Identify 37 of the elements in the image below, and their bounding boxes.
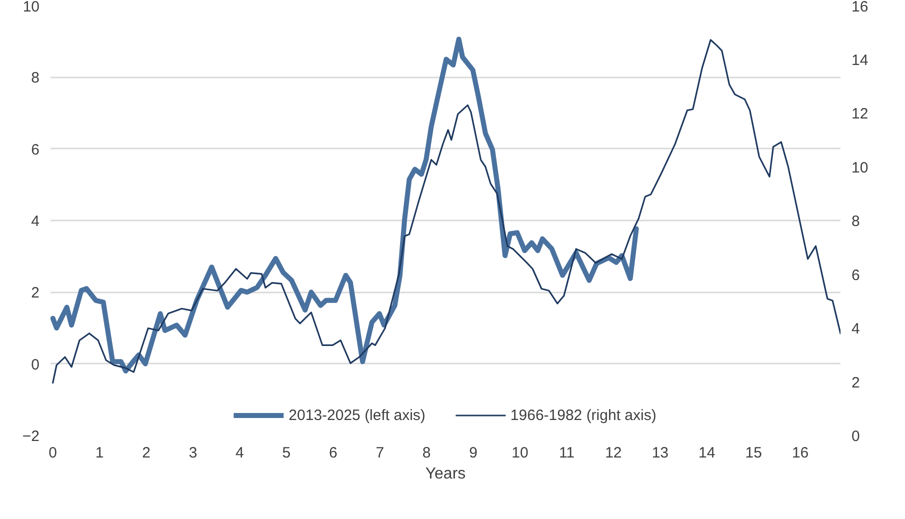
x-tick-label: 15 [745, 444, 762, 462]
x-tick-label: 2 [142, 444, 150, 462]
x-tick-label: 1 [95, 444, 104, 462]
x-tick-label: 9 [469, 444, 478, 462]
x-tick-label: 14 [698, 444, 716, 462]
x-tick-label: 10 [512, 444, 528, 462]
y2-tick-label: 12 [852, 106, 868, 122]
y-tick-label: 4 [31, 213, 40, 230]
legend-label: 2013-2025 (left axis) [288, 406, 426, 424]
y-tick-label: 2 [31, 284, 40, 302]
y2-tick-label: 4 [852, 320, 860, 338]
x-tick-label: 11 [558, 444, 575, 462]
y-tick-label: 8 [31, 70, 40, 87]
y2-tick-label: 16 [852, 0, 868, 16]
x-axis-title: Years [425, 466, 466, 482]
y-tick-label: 0 [31, 356, 40, 374]
x-tick-label: 4 [236, 444, 244, 462]
x-tick-label: 7 [376, 444, 384, 462]
y2-tick-label: 10 [852, 159, 868, 176]
y2-tick-label: 14 [852, 52, 868, 69]
x-tick-label: 16 [792, 444, 809, 462]
x-tick-label: 0 [48, 444, 58, 462]
y2-tick-label: 2 [852, 374, 860, 392]
x-tick-label: 6 [328, 444, 338, 462]
line-series [52, 39, 840, 384]
x-tick-label: 13 [652, 444, 669, 462]
y2-tick-label: 0 [852, 428, 860, 445]
x-tick-label: 12 [605, 444, 622, 462]
y2-tick-label: 6 [852, 266, 860, 284]
legend-label: 1966-1982 (right axis) [510, 406, 656, 424]
x-tick-label: 3 [188, 444, 198, 462]
x-tick-label: 8 [422, 444, 431, 462]
y2-tick-label: 8 [852, 213, 860, 230]
y-tick-label: −2 [22, 428, 40, 445]
y-tick-label: 6 [31, 141, 40, 158]
y-tick-label: 10 [22, 0, 40, 16]
x-tick-label: 5 [282, 444, 291, 462]
